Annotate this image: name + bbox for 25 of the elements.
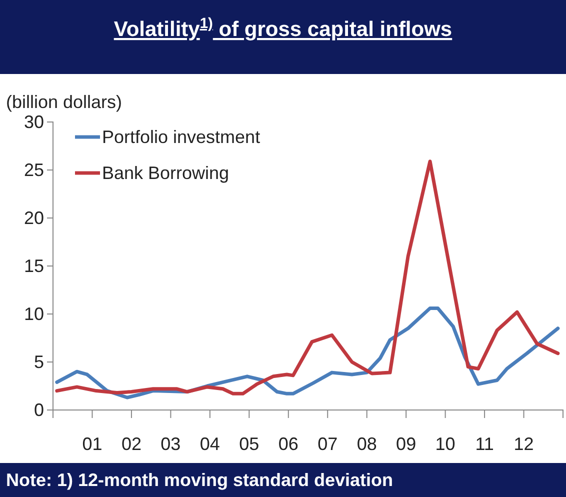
y-tick-label: 15 [24, 256, 44, 276]
y-tick-label: 5 [34, 352, 44, 372]
x-tick-label: 11 [475, 434, 494, 454]
y-tick-label: 30 [24, 112, 44, 132]
chart-title: Volatility$^{1)}$ of gross capital inflows [114, 16, 452, 41]
x-tick-label: 05 [239, 434, 260, 454]
x-tick-label: 02 [121, 434, 142, 454]
x-tick-label: 10 [435, 434, 456, 454]
x-tick-label: 07 [318, 434, 338, 454]
x-tick-label: 04 [200, 434, 220, 454]
line-series [55, 160, 560, 396]
x-tick-label: 09 [396, 434, 416, 454]
text: Note: 1) 12-month moving standard deviation [6, 470, 394, 490]
x-tick-label: 01 [82, 434, 102, 454]
legend-label: Bank Borrowing [102, 163, 230, 183]
legend-label: Portfolio investment [102, 127, 260, 147]
y-tick-label: 20 [24, 208, 44, 228]
x-tick-label: 06 [278, 434, 298, 454]
y-axis-title: (billion dollars) [6, 92, 122, 112]
x-tick-label: 12 [514, 434, 534, 454]
y-tick-label: 0 [34, 400, 44, 420]
y-tick-label: 25 [24, 160, 44, 180]
y-tick-label: 10 [24, 304, 44, 324]
x-tick-label: 08 [356, 434, 377, 454]
x-tick-label: 03 [160, 434, 181, 454]
